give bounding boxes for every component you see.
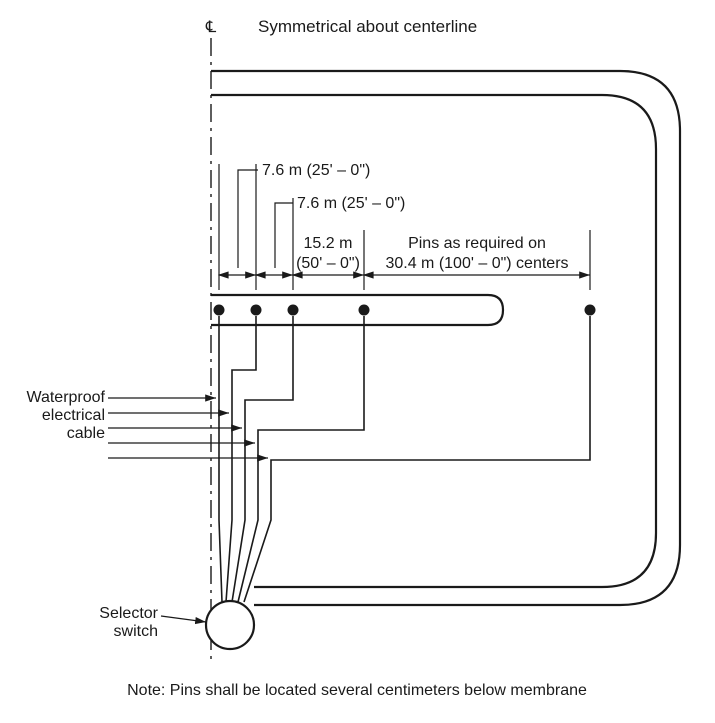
- centerline-symbol: ℄: [205, 19, 217, 36]
- dim-leaders: [238, 170, 293, 268]
- selector-switch: [206, 601, 254, 649]
- pin-2: [251, 305, 262, 316]
- dim3-bot-label: (50' – 0"): [296, 255, 360, 272]
- outer-path-1: [211, 71, 680, 605]
- pin-wires: [219, 316, 590, 602]
- dim1-label: 7.6 m (25' – 0"): [262, 162, 370, 179]
- pin-4: [359, 305, 370, 316]
- note-label: Note: Pins shall be located several cent…: [127, 682, 587, 699]
- switch-leader: [161, 616, 206, 622]
- pins: [214, 305, 596, 316]
- cable-label-1: Waterproof: [26, 389, 105, 406]
- cable-label-3: cable: [67, 425, 105, 442]
- pin-1: [214, 305, 225, 316]
- pin-3: [288, 305, 299, 316]
- dim2-label: 7.6 m (25' – 0"): [297, 195, 405, 212]
- pin-5: [585, 305, 596, 316]
- dim3-top-label: 15.2 m: [304, 235, 353, 252]
- dim4-bot-label: 30.4 m (100' – 0") centers: [385, 255, 568, 272]
- cable-leaders: [108, 398, 268, 458]
- switch-label-2: switch: [114, 623, 158, 640]
- cable-label-2: electrical: [42, 407, 105, 424]
- symmetrical-label: Symmetrical about centerline: [258, 17, 477, 36]
- switch-label-1: Selector: [99, 605, 158, 622]
- dim4-top-label: Pins as required on: [408, 235, 546, 252]
